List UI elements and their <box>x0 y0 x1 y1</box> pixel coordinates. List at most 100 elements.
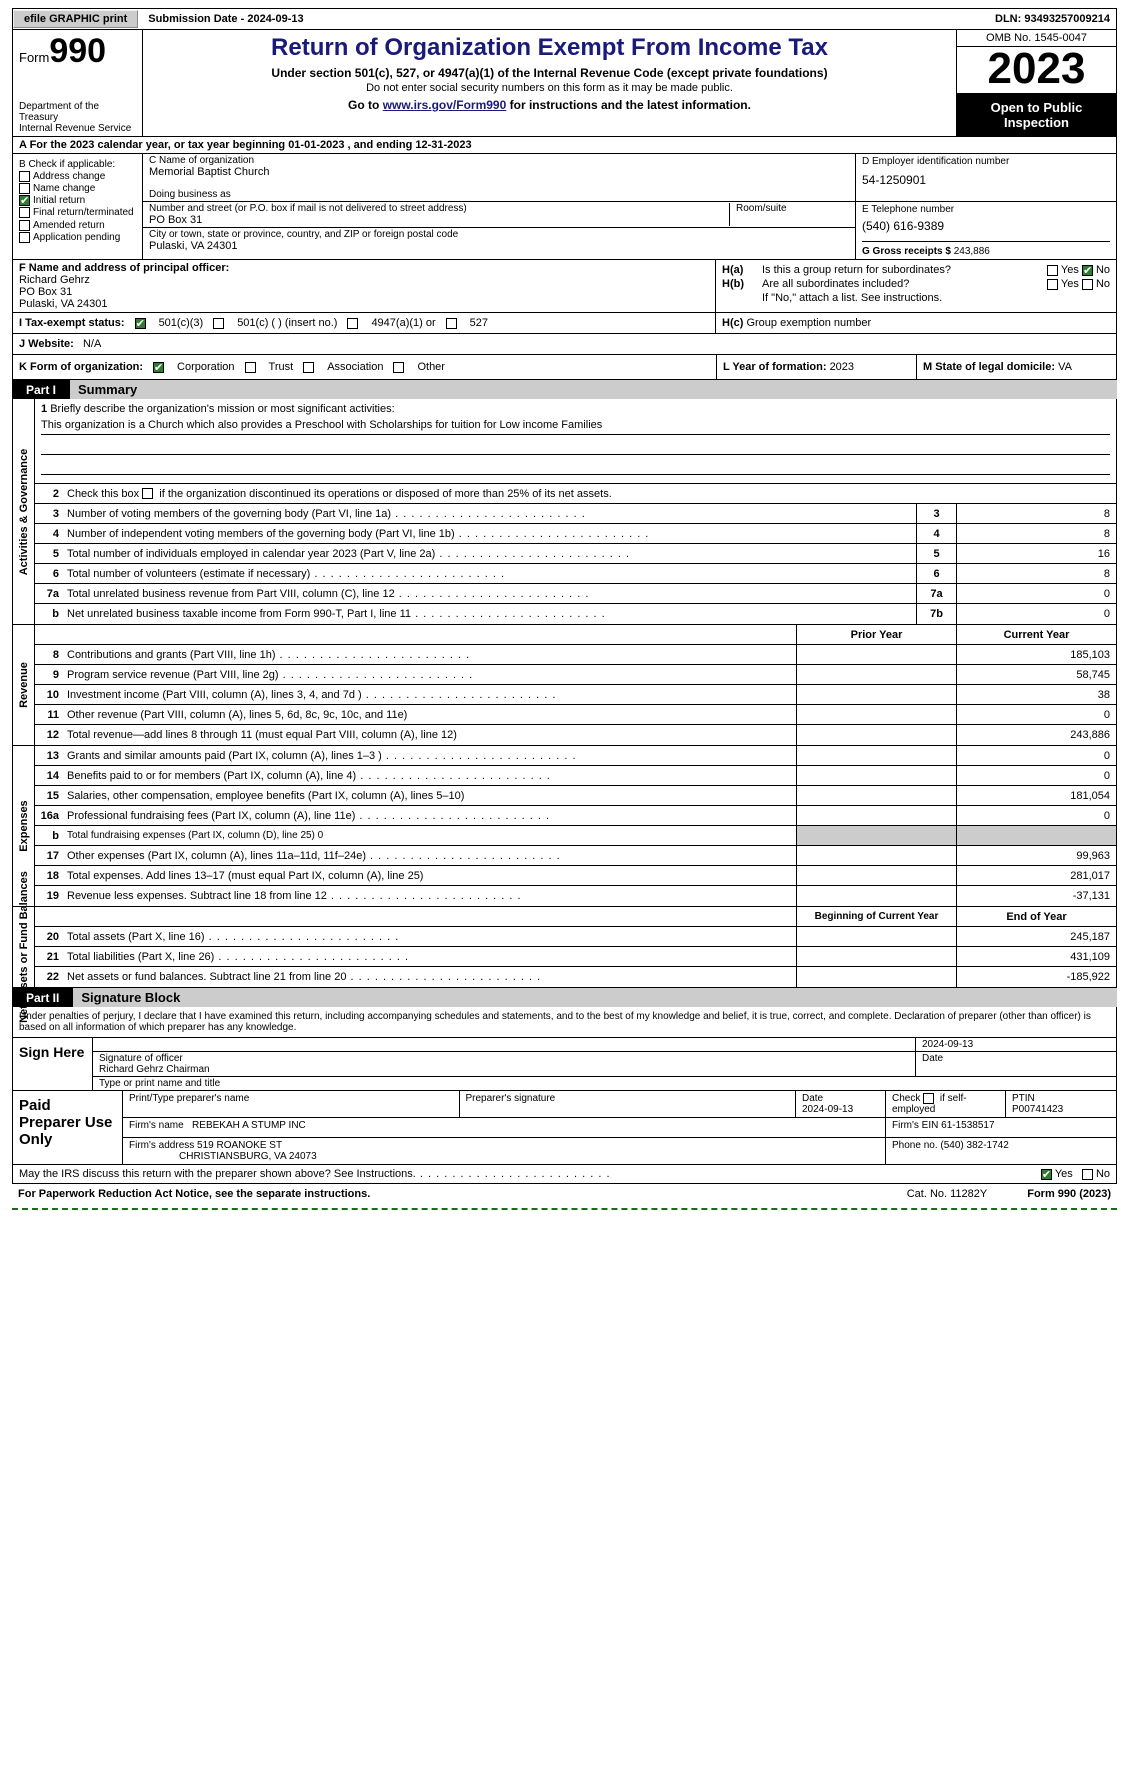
line-11: 11Other revenue (Part VIII, column (A), … <box>35 705 1116 725</box>
chk-assoc[interactable] <box>303 362 314 373</box>
footer: For Paperwork Reduction Act Notice, see … <box>12 1184 1117 1204</box>
line-4: 4Number of independent voting members of… <box>35 524 1116 544</box>
chk-other[interactable] <box>393 362 404 373</box>
chk-527[interactable] <box>446 318 457 329</box>
tax-year: 2023 <box>957 47 1116 94</box>
part2-header: Part II Signature Block <box>12 988 1117 1007</box>
line-8: 8Contributions and grants (Part VIII, li… <box>35 645 1116 665</box>
chk-discontinued[interactable] <box>142 488 153 499</box>
dln: DLN: 93493257009214 <box>995 13 1116 25</box>
row-l: L Year of formation: 2023 <box>716 355 916 379</box>
box-c-address: Number and street (or P.O. box if mail i… <box>143 202 855 228</box>
vlabel-expenses: Expenses <box>18 800 30 851</box>
vlabel-net-assets: Net Assets or Fund Balances <box>18 871 30 1023</box>
box-d: D Employer identification number 54-1250… <box>856 154 1116 202</box>
part1-header: Part I Summary <box>12 380 1117 399</box>
line-7b: bNet unrelated business taxable income f… <box>35 604 1116 624</box>
vlabel-governance: Activities & Governance <box>18 448 30 575</box>
box-b: B Check if applicable: Address change Na… <box>13 154 143 259</box>
row-k: K Form of organization: Corporation Trus… <box>13 355 716 379</box>
line-6: 6Total number of volunteers (estimate if… <box>35 564 1116 584</box>
header-sub3: Go to www.irs.gov/Form990 for instructio… <box>153 98 946 112</box>
line-2: 2 Check this box if the organization dis… <box>35 484 1116 504</box>
section-revenue: Revenue Prior YearCurrent Year 8Contribu… <box>12 625 1117 746</box>
chk-ha-no[interactable] <box>1082 265 1093 276</box>
block-bcdeg: B Check if applicable: Address change Na… <box>12 154 1117 260</box>
line-5: 5Total number of individuals employed in… <box>35 544 1116 564</box>
chk-final-return[interactable] <box>19 207 30 218</box>
paid-preparer-block: Paid Preparer Use Only Print/Type prepar… <box>12 1091 1117 1165</box>
block-fh: F Name and address of principal officer:… <box>12 260 1117 313</box>
form-header: Form990 Department of the Treasury Inter… <box>12 30 1117 137</box>
row-klm: K Form of organization: Corporation Trus… <box>12 355 1117 380</box>
header-sub1: Under section 501(c), 527, or 4947(a)(1)… <box>153 66 946 80</box>
chk-application-pending[interactable] <box>19 232 30 243</box>
line-19: 19Revenue less expenses. Subtract line 1… <box>35 886 1116 906</box>
line-9: 9Program service revenue (Part VIII, lin… <box>35 665 1116 685</box>
box-c-city: City or town, state or province, country… <box>143 228 855 253</box>
line-1-mission: 1 Briefly describe the organization's mi… <box>35 399 1116 484</box>
revenue-header: Prior YearCurrent Year <box>35 625 1116 645</box>
net-header: Beginning of Current YearEnd of Year <box>35 907 1116 927</box>
section-governance: Activities & Governance 1 Briefly descri… <box>12 399 1117 625</box>
section-expenses: Expenses 13Grants and similar amounts pa… <box>12 746 1117 907</box>
line-22: 22Net assets or fund balances. Subtract … <box>35 967 1116 987</box>
section-net-assets: Net Assets or Fund Balances Beginning of… <box>12 907 1117 988</box>
efile-topbar: efile GRAPHIC print Submission Date - 20… <box>12 8 1117 30</box>
line-14: 14Benefits paid to or for members (Part … <box>35 766 1116 786</box>
line-17: 17Other expenses (Part IX, column (A), l… <box>35 846 1116 866</box>
open-to-public: Open to Public Inspection <box>957 94 1116 136</box>
box-hc: H(c) Group exemption number <box>716 313 1116 333</box>
chk-discuss-yes[interactable] <box>1041 1169 1052 1180</box>
line-12: 12Total revenue—add lines 8 through 11 (… <box>35 725 1116 745</box>
box-f: F Name and address of principal officer:… <box>13 260 716 312</box>
line-15: 15Salaries, other compensation, employee… <box>35 786 1116 806</box>
chk-501c[interactable] <box>213 318 224 329</box>
submission-date: Submission Date - 2024-09-13 <box>142 11 309 27</box>
box-b-label: B Check if applicable: <box>19 159 136 170</box>
chk-ha-yes[interactable] <box>1047 265 1058 276</box>
chk-corp[interactable] <box>153 362 164 373</box>
row-j: J Website: N/A <box>12 334 1117 355</box>
header-sub2: Do not enter social security numbers on … <box>153 82 946 94</box>
dept-treasury: Department of the Treasury Internal Reve… <box>19 101 136 134</box>
chk-501c3[interactable] <box>135 318 146 329</box>
vlabel-revenue: Revenue <box>18 662 30 708</box>
box-c-name: C Name of organization Memorial Baptist … <box>143 154 855 202</box>
line-20: 20Total assets (Part X, line 16)245,187 <box>35 927 1116 947</box>
row-m: M State of legal domicile: VA <box>916 355 1116 379</box>
chk-discuss-no[interactable] <box>1082 1169 1093 1180</box>
chk-name-change[interactable] <box>19 183 30 194</box>
row-i-hc: I Tax-exempt status: 501(c)(3) 501(c) ( … <box>12 313 1117 334</box>
perjury-statement: Under penalties of perjury, I declare th… <box>12 1007 1117 1038</box>
efile-graphic-label: efile GRAPHIC print <box>13 10 138 28</box>
line-10: 10Investment income (Part VIII, column (… <box>35 685 1116 705</box>
discuss-row: May the IRS discuss this return with the… <box>12 1165 1117 1184</box>
header-mid: Return of Organization Exempt From Incom… <box>143 30 956 136</box>
line-16b: bTotal fundraising expenses (Part IX, co… <box>35 826 1116 846</box>
chk-4947[interactable] <box>347 318 358 329</box>
chk-initial-return[interactable] <box>19 195 30 206</box>
row-a-tax-year: A For the 2023 calendar year, or tax yea… <box>12 137 1117 154</box>
form-title: Return of Organization Exempt From Incom… <box>153 34 946 62</box>
line-18: 18Total expenses. Add lines 13–17 (must … <box>35 866 1116 886</box>
line-13: 13Grants and similar amounts paid (Part … <box>35 746 1116 766</box>
box-c-wrap: C Name of organization Memorial Baptist … <box>143 154 1116 259</box>
page-divider <box>12 1208 1117 1210</box>
chk-self-employed[interactable] <box>923 1093 934 1104</box>
header-left: Form990 Department of the Treasury Inter… <box>13 30 143 136</box>
irs-link[interactable]: www.irs.gov/Form990 <box>383 98 507 112</box>
line-16a: 16aProfessional fundraising fees (Part I… <box>35 806 1116 826</box>
line-3: 3Number of voting members of the governi… <box>35 504 1116 524</box>
chk-hb-yes[interactable] <box>1047 279 1058 290</box>
line-21: 21Total liabilities (Part X, line 26)431… <box>35 947 1116 967</box>
line-7a: 7aTotal unrelated business revenue from … <box>35 584 1116 604</box>
chk-hb-no[interactable] <box>1082 279 1093 290</box>
chk-address-change[interactable] <box>19 171 30 182</box>
sign-here-label: Sign Here <box>13 1038 93 1090</box>
chk-trust[interactable] <box>245 362 256 373</box>
sign-here-block: Sign Here 2024-09-13 Signature of office… <box>12 1038 1117 1091</box>
chk-amended[interactable] <box>19 220 30 231</box>
paid-preparer-label: Paid Preparer Use Only <box>13 1091 123 1164</box>
row-i: I Tax-exempt status: 501(c)(3) 501(c) ( … <box>19 317 709 329</box>
